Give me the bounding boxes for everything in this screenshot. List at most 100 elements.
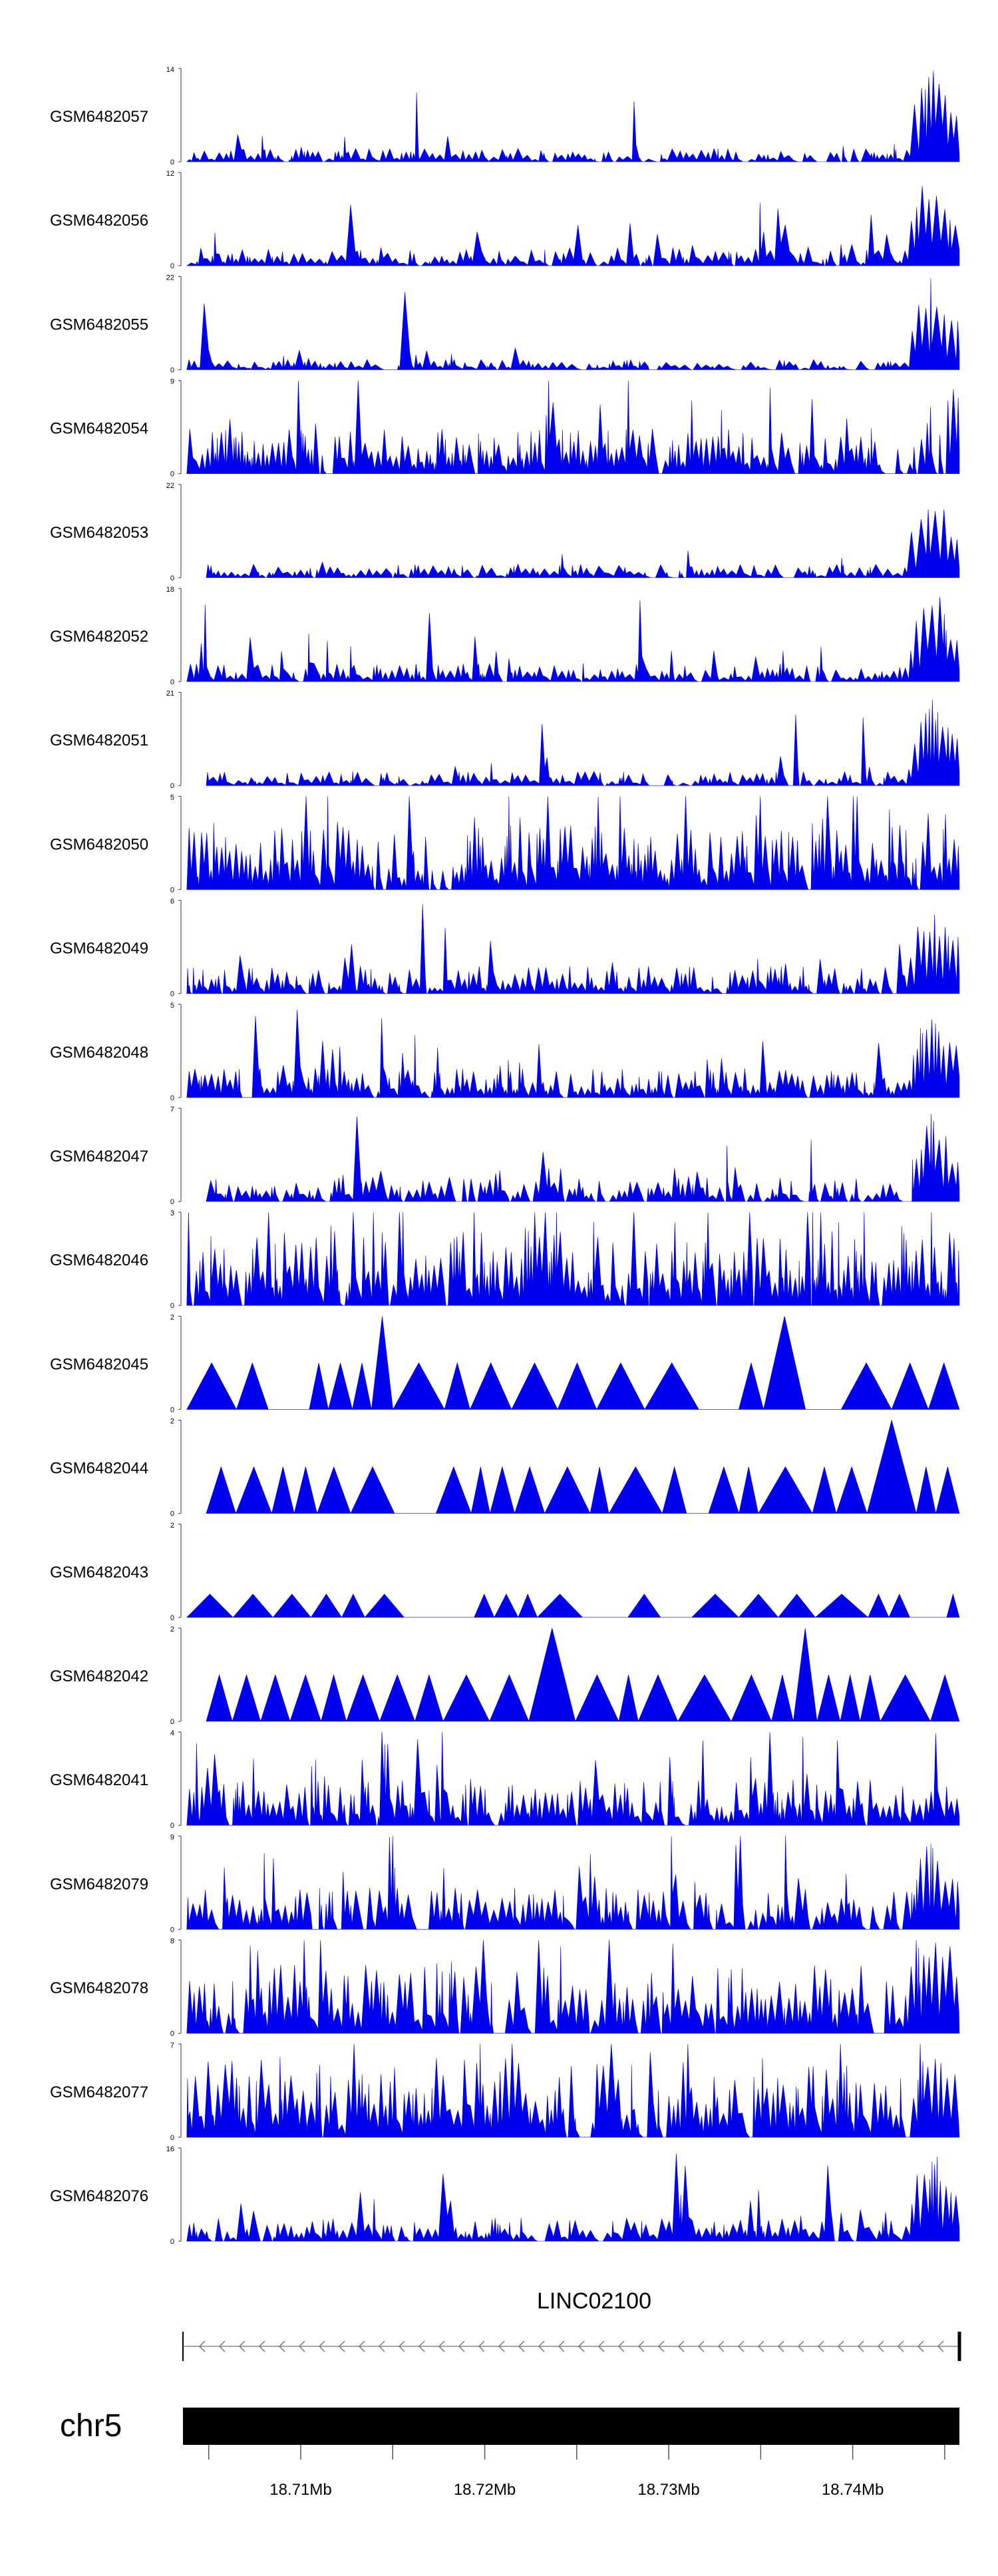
chromosome-label: chr5 [60,2408,122,2444]
coverage-area [186,2043,960,2138]
coverage-area [186,186,960,266]
coverage-area [186,1212,960,1306]
coverage-area [186,1836,960,1930]
y-max-label: 6 [170,898,174,906]
track-label: GSM6482051 [50,732,148,750]
y-min-label: 0 [170,158,174,166]
track-GSM6482049: GSM6482049 6 0 [50,898,960,998]
strand-arrow [617,2340,625,2352]
coverage-area [186,71,960,162]
y-min-label: 0 [170,1718,174,1726]
track-GSM6482055: GSM6482055 22 0 [50,274,960,374]
track-label: GSM6482044 [50,1460,148,1478]
gene-track: LINC02100 [182,2288,961,2361]
y-max-label: 12 [166,170,174,178]
track-GSM6482052: GSM6482052 18 0 [50,586,960,686]
coverage-area [206,1627,960,1723]
y-max-label: 2 [170,1625,174,1633]
y-max-label: 21 [166,690,174,698]
coverage-area [186,597,960,682]
coverage-area [186,1316,960,1410]
strand-arrow [737,2340,745,2352]
track-label: GSM6482055 [50,316,148,333]
y-min-label: 0 [170,886,174,894]
track-GSM6482048: GSM6482048 5 0 [50,1002,960,1102]
strand-arrow [877,2340,884,2352]
y-min-label: 0 [170,678,174,686]
strand-arrow [498,2340,505,2352]
track-GSM6482057: GSM6482057 14 0 [50,66,960,166]
strand-arrow [438,2340,445,2352]
axis-ticks: 18.71Mb 18.72Mb 18.73Mb 18.74Mb [208,2445,945,2499]
coverage-area [206,1114,960,1202]
track-label: GSM6482076 [50,2187,148,2205]
strand-arrow [238,2340,246,2352]
track-label: GSM6482048 [50,1044,148,1062]
strand-arrow [338,2340,345,2352]
strand-arrow [378,2340,385,2352]
strand-arrow [458,2340,465,2352]
strand-arrow [757,2340,764,2352]
strand-arrow [358,2340,365,2352]
strand-arrow [897,2340,904,2352]
strand-arrow [917,2340,924,2352]
y-max-label: 4 [170,1729,174,1737]
axis-tick-label: 18.72Mb [454,2481,516,2499]
y-min-label: 0 [170,1198,174,1206]
track-GSM6482045: GSM6482045 2 0 [50,1313,960,1414]
y-min-label: 0 [170,1094,174,1102]
y-max-label: 2 [170,1418,174,1426]
track-label: GSM6482079 [50,1875,148,1893]
coverage-area [186,278,960,370]
y-max-label: 16 [166,2145,174,2153]
y-min-label: 0 [170,1302,174,1310]
strand-arrow [478,2340,485,2352]
track-GSM6482054: GSM6482054 9 0 [50,378,960,479]
strand-arrow [258,2340,265,2352]
y-min-label: 0 [170,1614,174,1622]
coverage-area [186,904,960,994]
y-max-label: 7 [170,2041,174,2049]
strand-arrow [398,2340,405,2352]
y-max-label: 2 [170,1313,174,1321]
strand-arrow [218,2340,226,2352]
track-GSM6482044: GSM6482044 2 0 [50,1418,960,1518]
y-min-label: 0 [170,1822,174,1830]
coverage-area [206,1419,960,1514]
track-label: GSM6482056 [50,212,148,230]
coverage-area [206,509,960,578]
y-max-label: 9 [170,378,174,386]
coverage-area [186,2153,960,2242]
strand-arrow [797,2340,804,2352]
track-GSM6482079: GSM6482079 9 0 [50,1833,960,1934]
coverage-area [186,1940,960,2034]
y-min-label: 0 [170,1510,174,1518]
track-label: GSM6482042 [50,1667,148,1685]
track-label: GSM6482045 [50,1355,148,1373]
y-min-label: 0 [170,366,174,374]
y-max-label: 22 [166,482,174,490]
track-GSM6482053: GSM6482053 22 0 [50,482,960,582]
strand-arrow [278,2340,285,2352]
track-GSM6482051: GSM6482051 21 0 [50,690,960,790]
track-label: GSM6482057 [50,108,148,126]
strand-arrow [597,2340,605,2352]
y-min-label: 0 [170,471,174,479]
y-max-label: 14 [166,66,174,74]
track-GSM6482047: GSM6482047 7 0 [50,1106,960,1206]
y-max-label: 8 [170,1938,174,1946]
strand-arrow [518,2340,525,2352]
coverage-area [186,796,960,890]
track-GSM6482046: GSM6482046 3 0 [50,1209,960,1310]
track-label: GSM6482052 [50,628,148,646]
track-GSM6482050: GSM6482050 5 0 [50,793,960,894]
y-min-label: 0 [170,782,174,790]
track-GSM6482043: GSM6482043 2 0 [50,1522,960,1622]
coverage-area [186,380,960,474]
y-min-label: 0 [170,2030,174,2038]
y-min-label: 0 [170,1406,174,1414]
track-label: GSM6482050 [50,835,148,853]
track-GSM6482042: GSM6482042 2 0 [50,1625,960,1726]
coverage-area [186,1732,960,1826]
